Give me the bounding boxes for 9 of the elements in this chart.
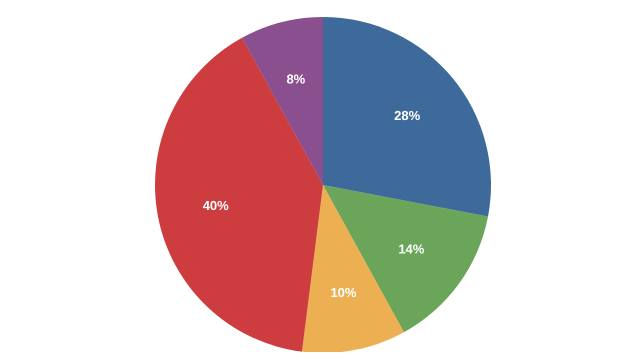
data-label: 8%: [286, 72, 306, 87]
data-label: 10%: [330, 284, 357, 300]
data-label: 40%: [202, 198, 230, 213]
pie-slice: [323, 185, 488, 332]
data-label: 28%: [394, 108, 421, 123]
pie-slice: [155, 38, 323, 352]
pie-slice: [242, 17, 323, 185]
data-label: 14%: [398, 242, 425, 257]
pie-slice: [323, 17, 491, 216]
